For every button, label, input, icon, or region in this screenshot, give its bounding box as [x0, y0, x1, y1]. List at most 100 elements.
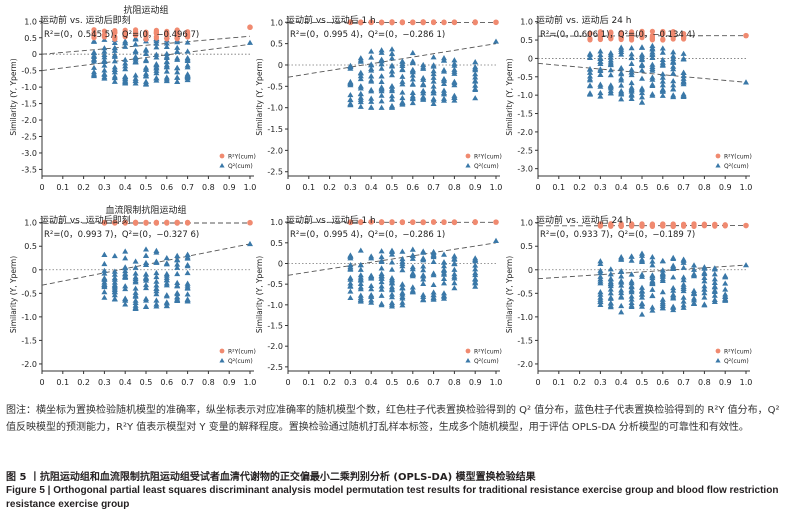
q2-permutation-point [122, 75, 129, 81]
x-tick-label: 0.7 [427, 378, 440, 387]
q2-permutation-point [639, 294, 645, 300]
y-axis-title: Similarity (Y, Yperm) [9, 58, 18, 135]
note-label: 图注： [6, 405, 36, 416]
q2-permutation-point [153, 269, 160, 276]
q2-permutation-point [174, 294, 181, 300]
q2-permutation-point [607, 281, 614, 287]
r2-permutation-point [451, 19, 457, 25]
q2-permutation-point [163, 68, 170, 74]
r2-permutation-point [358, 219, 364, 225]
q2-permutation-point [399, 89, 406, 95]
q2-permutation-point [670, 287, 677, 293]
y-tick-label: 1.0 [520, 219, 533, 228]
r2-permutation-point [472, 20, 478, 26]
r2-permutation-point [691, 223, 697, 229]
q2-permutation-point [409, 255, 416, 261]
q2-permutation-point [587, 83, 593, 89]
q2-permutation-point [389, 86, 395, 92]
q2-permutation-point [163, 302, 170, 309]
r2-permutation-point [122, 219, 128, 226]
q2-permutation-point [399, 299, 406, 305]
q2-permutation-point [153, 258, 160, 264]
r2-permutation-point [649, 28, 656, 34]
r2-permutation-point [133, 32, 139, 38]
q2-permutation-point [649, 272, 656, 278]
q2-permutation-point [389, 291, 395, 297]
q2-permutation-point [587, 73, 593, 79]
q2-permutation-point [472, 269, 479, 276]
q2-permutation-point [368, 274, 375, 280]
q2-permutation-point [587, 90, 593, 97]
q2-permutation-point [184, 269, 191, 276]
q2-permutation-point [441, 80, 447, 87]
legend-q2-label: Q²(cum) [724, 163, 749, 170]
q2-permutation-point [389, 83, 395, 89]
q2-permutation-point [430, 281, 437, 288]
q2-permutation-point [111, 295, 118, 302]
x-tick-label: 0 [285, 378, 290, 387]
q2-permutation-point [389, 50, 395, 57]
y-tick-label: -2.0 [267, 146, 283, 155]
q2-permutation-point [184, 73, 191, 79]
q2-permutation-point [143, 56, 149, 63]
q2-permutation-point [649, 49, 656, 55]
q2-permutation-point [101, 267, 108, 273]
q2-permutation-point [451, 66, 458, 72]
r2-permutation-point [441, 19, 447, 26]
q2-permutation-point [670, 70, 677, 76]
q2-permutation-point [174, 69, 181, 75]
x-tick-label: 0.8 [698, 183, 711, 192]
q2-permutation-point [132, 49, 139, 55]
q2-permutation-point [628, 88, 635, 94]
q2-permutation-point [347, 91, 354, 98]
y-tick-label: 1.0 [24, 219, 37, 228]
q2-permutation-point [711, 284, 718, 290]
y-tick-label: -2.5 [267, 168, 283, 177]
q2-permutation-point [691, 297, 697, 303]
q2-permutation-point [153, 44, 160, 50]
q2-permutation-point [174, 257, 181, 263]
q2-permutation-point [184, 291, 191, 297]
q2-permutation-point [420, 255, 427, 261]
q2-permutation-point [680, 50, 687, 56]
q2-permutation-point [184, 62, 191, 68]
q2-permutation-point [101, 48, 108, 54]
legend-r2-label: R²Y(cum) [474, 154, 502, 161]
r2-permutation-point [164, 219, 170, 226]
y-tick-label: -1.5 [267, 322, 283, 331]
q2-permutation-point [174, 289, 181, 296]
q2-permutation-point [680, 304, 687, 310]
r2-permutation-point [618, 221, 624, 227]
chart-panels: 0 0.1 0.2 0.3 0.4 0.5 0.6 0.7 0.8 0.9 1.0 -3.5 -3.0 -… [9, 4, 752, 387]
q2-permutation-point [659, 92, 666, 98]
q2-permutation-point [111, 252, 118, 259]
y-tick-label: 0.5 [270, 239, 283, 248]
q2-permutation-point [184, 251, 191, 257]
q2-permutation-point [122, 248, 129, 254]
q2-permutation-point [680, 55, 687, 61]
q2-original-model-point [247, 39, 253, 45]
q2-permutation-point [357, 58, 364, 64]
q2-permutation-point [597, 258, 604, 264]
q2-permutation-point [649, 304, 656, 310]
q2-permutation-point [368, 77, 375, 83]
q2-permutation-point [472, 266, 479, 272]
q2-permutation-point [153, 285, 160, 291]
q2-permutation-point [122, 285, 129, 292]
figure-note: 图注：横坐标为置换检验随机模型的准确率，纵坐标表示对应准确率的随机模型个数，红色… [6, 402, 781, 436]
x-tick-label: 0.3 [98, 183, 111, 192]
x-tick-label: 0.3 [594, 183, 607, 192]
q2-permutation-point [607, 72, 614, 78]
legend-r2-label: R²Y(cum) [724, 154, 752, 161]
q2-permutation-point [639, 287, 645, 293]
q2-permutation-point [420, 276, 427, 282]
r2-regression-line [41, 35, 251, 55]
q2-permutation-point [618, 287, 625, 293]
q2-permutation-point [420, 90, 427, 96]
q2-permutation-point [691, 273, 697, 279]
q2-permutation-point [451, 60, 458, 66]
q2-permutation-point [430, 70, 437, 77]
q2-permutation-point [174, 74, 181, 80]
q2-permutation-point [597, 260, 604, 267]
r2-permutation-point [143, 31, 149, 37]
